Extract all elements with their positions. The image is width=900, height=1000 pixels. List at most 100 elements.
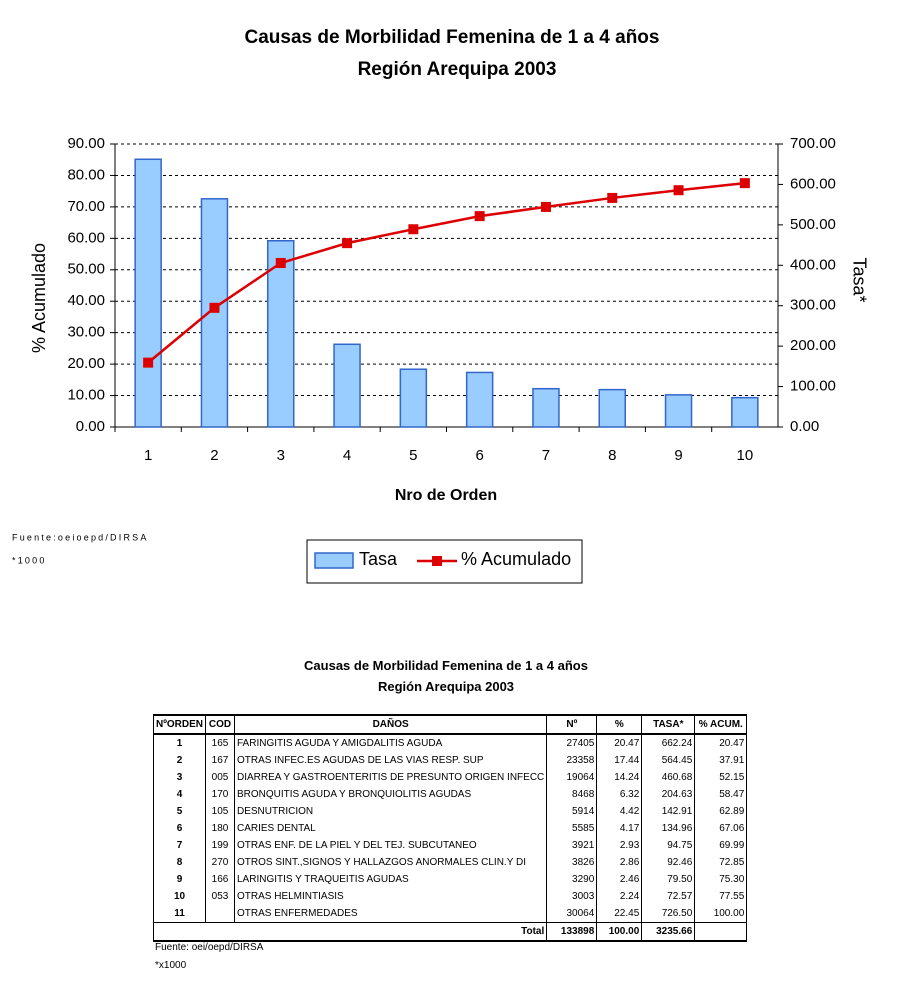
y-tick-label: 40.00 (67, 292, 105, 309)
bar (465, 371, 494, 428)
x-tick-label: 9 (674, 447, 682, 464)
x-axis-title: Nro de Orden (395, 487, 497, 504)
bar (532, 387, 560, 428)
table-cell: OTRAS HELMINTIASIS (233, 888, 548, 905)
table-cell: 4.17 (596, 820, 643, 837)
table-cell: 1 (153, 734, 206, 752)
table-cell: 52.15 (694, 769, 748, 786)
y2-tick-label: 300.00 (790, 297, 836, 314)
table-row: 4 170 BRONQUITIS AGUDA Y BRONQUIOLITIS AGU… (153, 786, 748, 803)
marker (540, 201, 551, 212)
marker (739, 178, 750, 189)
table-cell: 5585 (546, 820, 598, 837)
table-cell: 2.24 (596, 888, 643, 905)
column-header: TASA* (641, 714, 696, 735)
table-cell: 270 (205, 854, 235, 871)
table-cell: 10 (153, 888, 206, 905)
x-tick-label: 2 (210, 447, 218, 464)
table-cell: BRONQUITIS AGUDA Y BRONQUIOLITIS AGUDAS (233, 786, 548, 803)
bar (731, 396, 759, 428)
x-tick-label: 7 (542, 447, 550, 464)
table-cell: 9 (153, 871, 206, 888)
table-cell: 20.47 (596, 734, 643, 752)
table-cell: 6 (153, 820, 206, 837)
table-cell: 75.30 (694, 871, 748, 888)
x-tick-label: 3 (277, 447, 285, 464)
table-cell: 8468 (546, 786, 598, 803)
table-cell (694, 922, 748, 942)
table-cell: 77.55 (694, 888, 748, 905)
y-tick-label: 80.00 (67, 166, 105, 183)
marker (143, 357, 154, 368)
total-label: Total (152, 922, 548, 942)
x-tick-label: 8 (608, 447, 616, 464)
y-tick-label: 70.00 (67, 198, 105, 215)
column-header: COD (205, 714, 235, 735)
x-tick-label: 10 (737, 447, 754, 464)
table-cell: LARINGITIS Y TRAQUEITIS AGUDAS (233, 871, 548, 888)
table-cell: 204.63 (641, 786, 696, 803)
table-row: 3 005 DIARREA Y GASTROENTERITIS DE PRESUNT… (153, 769, 748, 786)
table-cell: 100.00 (694, 905, 748, 923)
x-tick-label: 6 (475, 447, 483, 464)
marker (607, 192, 618, 203)
table-cell: 726.50 (641, 905, 696, 923)
bar (200, 198, 229, 428)
y2-tick-label: 200.00 (790, 337, 836, 354)
chart-subtitle: Región Arequipa 2003 (358, 59, 557, 80)
table-cell: 69.99 (694, 837, 748, 854)
table-cell: 2.86 (596, 854, 643, 871)
table-cell: 167 (205, 752, 235, 769)
table-cell: 14.24 (596, 769, 643, 786)
marker (673, 185, 684, 196)
table-row: 5 105 DESNUTRICION 5914 4.42 142.91 62.89 (153, 803, 748, 820)
table-source: Fuente: oei/oepd/DIRSA (155, 942, 264, 953)
table-cell: 92.46 (641, 854, 696, 871)
table-cell: OTRAS ENFERMEDADES (233, 905, 548, 923)
total-cell: 100.00 (596, 922, 643, 942)
table-cell: 3921 (546, 837, 598, 854)
table-cell: 37.91 (694, 752, 748, 769)
y-tick-label: 90.00 (67, 135, 105, 152)
table-cell: 2.46 (596, 871, 643, 888)
table-cell: 67.06 (694, 820, 748, 837)
table-cell: 199 (205, 837, 235, 854)
y-tick-label: 30.00 (67, 324, 105, 341)
bar (399, 368, 428, 428)
table-row: 11 OTRAS ENFERMEDADES 30064 22.45 726.50 100.… (153, 905, 748, 923)
marker (342, 238, 353, 249)
table-cell: 4.42 (596, 803, 643, 820)
y2-tick-label: 600.00 (790, 175, 836, 192)
table-cell: 19064 (546, 769, 598, 786)
table-cell: 30064 (546, 905, 598, 923)
bar (267, 240, 295, 428)
table-cell: 23358 (546, 752, 598, 769)
y-axis-title: % Acumulado (29, 243, 49, 353)
table-cell: 662.24 (641, 734, 696, 752)
y2-tick-label: 700.00 (790, 135, 836, 152)
table-cell: 165 (205, 734, 235, 752)
y-tick-label: 60.00 (67, 229, 105, 246)
table-cell: 3 (153, 769, 206, 786)
marker (209, 302, 220, 313)
table-cell: 170 (205, 786, 235, 803)
table-note: *x1000 (155, 960, 187, 971)
data-table: NºORDEN COD DAÑOS Nº% TASA*% ACUM. 1 165 FARIN… (152, 714, 748, 942)
total-cell: 3235.66 (641, 922, 696, 942)
y-tick-label: 0.00 (76, 418, 105, 435)
table-cell: OTRAS INFEC.ES AGUDAS DE LAS VIAS RESP. … (233, 752, 548, 769)
line (147, 181, 745, 364)
table-cell: 20.47 (694, 734, 748, 752)
y2-axis-title: Tasa* (849, 257, 869, 302)
y-tick-label: 10.00 (67, 387, 105, 404)
legend-label: Tasa (359, 549, 398, 569)
table-cell: 58.47 (694, 786, 748, 803)
table-cell: FARINGITIS AGUDA Y AMIGDALITIS AGUDA (233, 734, 548, 752)
column-header: NºORDEN (153, 714, 206, 735)
x-tick-label: 4 (343, 447, 351, 464)
table-cell: 94.75 (641, 837, 696, 854)
table-cell: 4 (153, 786, 206, 803)
y2-tick-label: 100.00 (790, 378, 836, 395)
table-cell: DESNUTRICION (233, 803, 548, 820)
